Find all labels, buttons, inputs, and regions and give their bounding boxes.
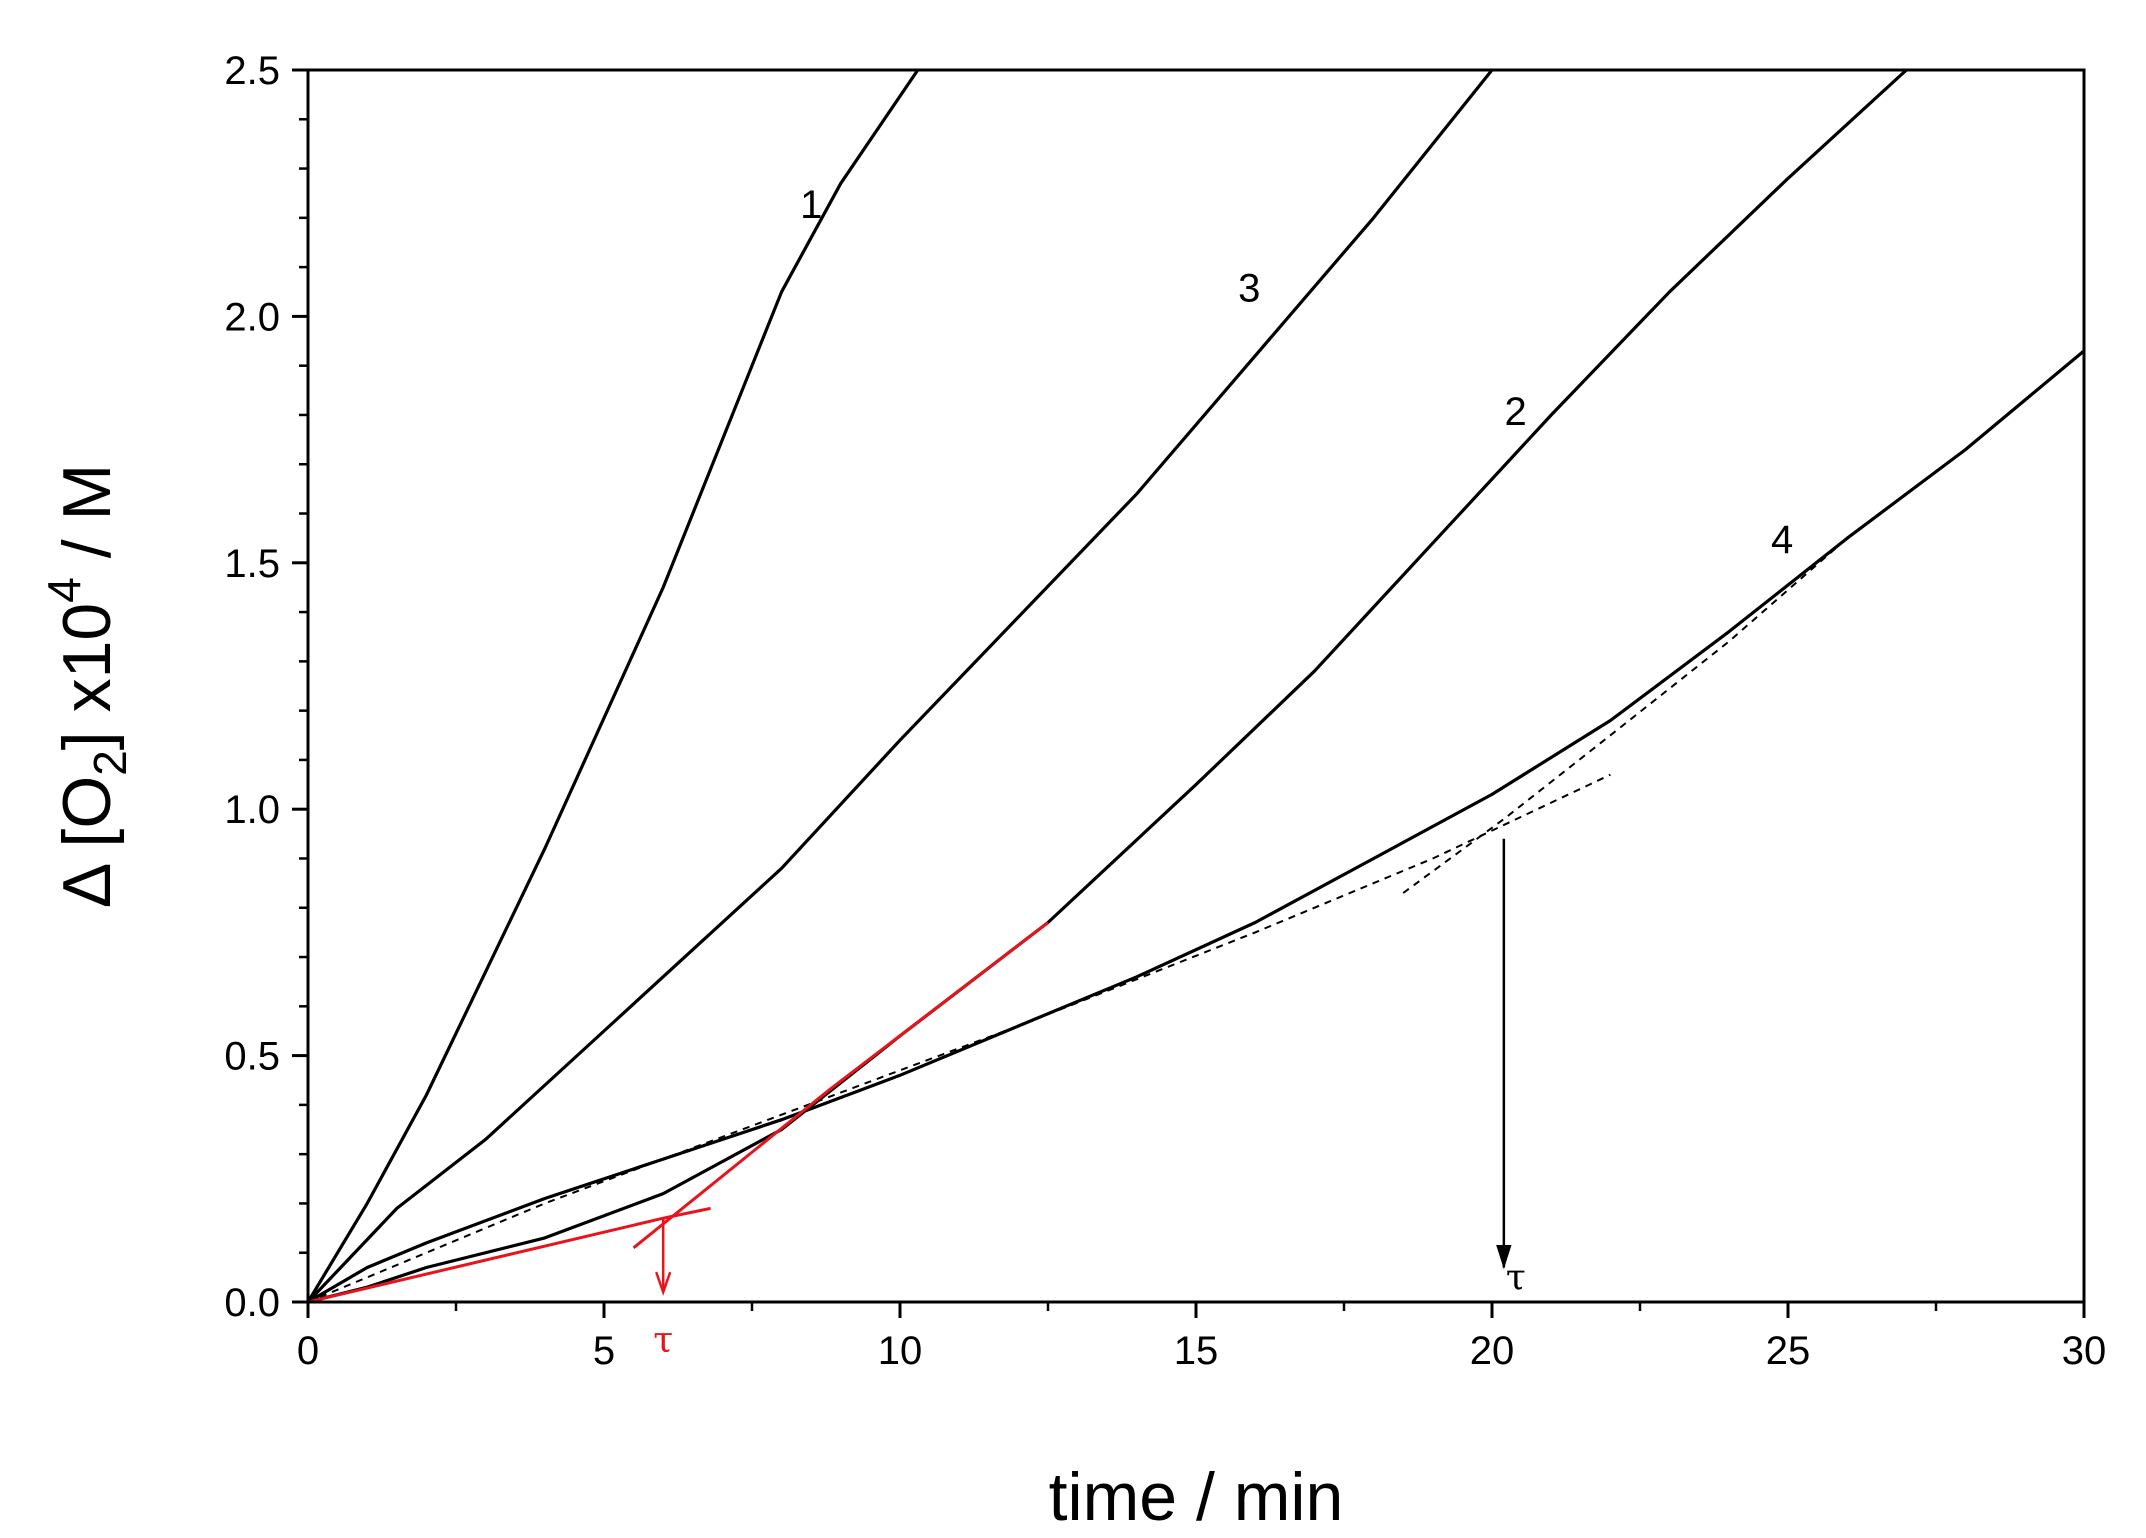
y-tick-label-1.5: 1.5 <box>224 542 280 586</box>
y-tick-label-2.5: 2.5 <box>224 49 280 93</box>
series-line-1 <box>308 70 920 1302</box>
x-tick-label-15: 15 <box>1174 1329 1219 1373</box>
y-axis-title-unit: / M <box>49 464 125 577</box>
series-label-3: 3 <box>1238 267 1260 311</box>
y-axis-title-mid: ] x10 <box>49 603 125 750</box>
y-axis-title-sub: 2 <box>84 750 136 776</box>
tau-label-1: τ <box>653 1320 673 1361</box>
series-line-3 <box>308 70 1494 1302</box>
ticks-layer: 0 5 10 15 20 25 30 0.0 0.5 1.0 1.5 2.0 2.5 <box>224 49 2106 1373</box>
curves-layer <box>308 70 2084 1302</box>
red-tangent-line-1 <box>308 1206 711 1302</box>
series-label-4: 4 <box>1771 518 1793 562</box>
x-tick-label-25: 25 <box>1766 1329 1811 1373</box>
y-tick-label-2: 2.0 <box>224 295 280 339</box>
x-tick-label-30: 30 <box>2062 1329 2107 1373</box>
y-tick-label-0.5: 0.5 <box>224 1035 280 1079</box>
tau-arrow-head-1 <box>655 1271 672 1296</box>
tau-arrow-head-2 <box>1496 1245 1512 1270</box>
dashed-tangent-line-1 <box>308 773 1611 1302</box>
y-axis-title-sup: 4 <box>38 577 90 603</box>
dashed-tangent-line-2 <box>1402 537 1848 894</box>
x-tick-label-10: 10 <box>878 1329 923 1373</box>
annotations-layer: ττ <box>653 838 1526 1361</box>
x-axis-title: time / min <box>1049 1459 1344 1535</box>
y-tick-label-1: 1.0 <box>224 788 280 832</box>
series-line-2 <box>308 70 1908 1302</box>
x-tick-label-5: 5 <box>593 1329 615 1373</box>
y-axis-title-open: [O <box>49 776 125 867</box>
construction-layer <box>308 537 1848 1302</box>
y-axis-title: Δ [O2] x104 / M <box>38 464 136 908</box>
plot-frame <box>306 68 2086 1304</box>
y-tick-label-0: 0.0 <box>224 1281 280 1325</box>
series-label-2: 2 <box>1505 390 1527 434</box>
y-axis-title-delta: Δ <box>49 864 125 908</box>
series-line-4 <box>308 349 2084 1302</box>
red-tangent-line-2 <box>632 921 1049 1249</box>
labels-layer: 1 3 2 4 <box>800 183 1793 562</box>
tau-label-2: τ <box>1506 1258 1526 1299</box>
x-tick-label-20: 20 <box>1470 1329 1515 1373</box>
x-tick-label-0: 0 <box>297 1329 319 1373</box>
series-label-1: 1 <box>800 183 822 227</box>
